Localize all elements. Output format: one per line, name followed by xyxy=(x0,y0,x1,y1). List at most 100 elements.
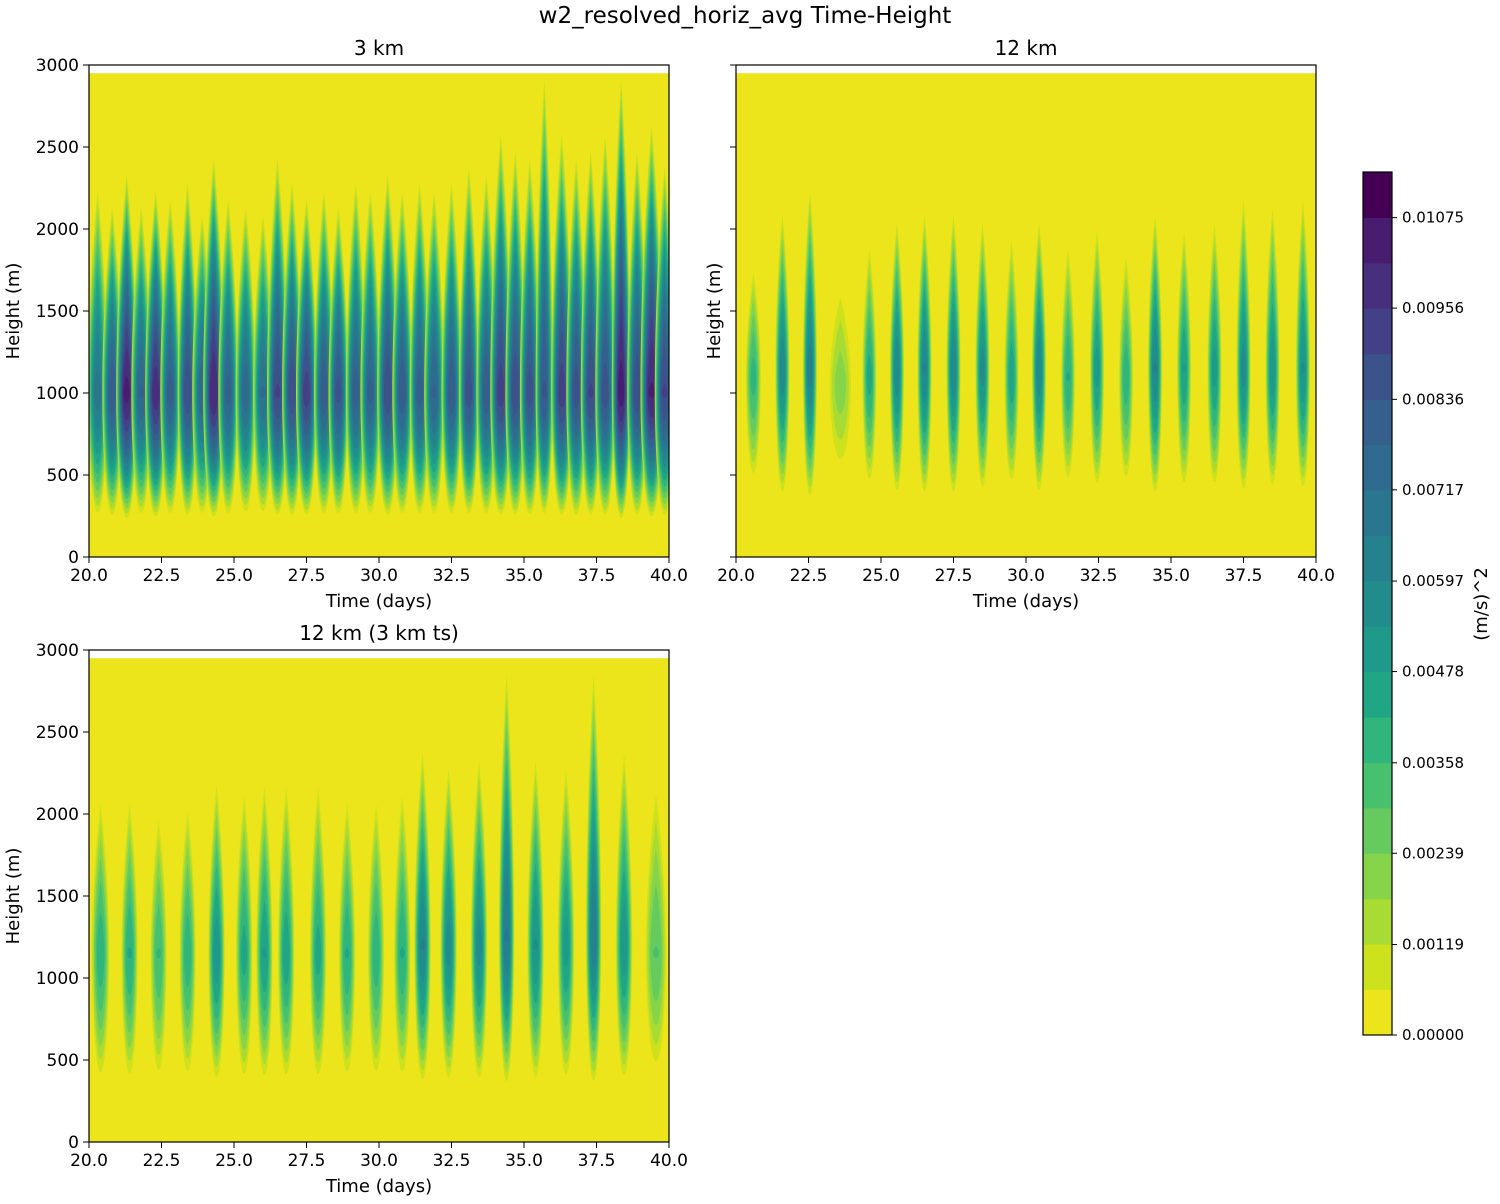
contour-level xyxy=(303,369,310,408)
contour-level xyxy=(476,916,482,966)
contour-level xyxy=(652,946,660,959)
contour-level xyxy=(482,353,490,415)
contour-level xyxy=(1269,329,1276,397)
x-tick-label: 30.0 xyxy=(360,566,398,586)
contour-level xyxy=(166,368,174,409)
x-tick-label: 20.0 xyxy=(717,566,755,586)
contour-level xyxy=(1066,371,1071,381)
convective-cycle xyxy=(1265,208,1280,485)
contour-level xyxy=(242,362,250,413)
convective-cycle xyxy=(278,787,295,1075)
convective-cycle xyxy=(1090,231,1105,483)
convective-cycle xyxy=(470,761,488,1078)
convective-cycle xyxy=(535,78,553,514)
y-axis-3km: 0 500 1000 1500 2000 2500 3000 xyxy=(36,56,89,568)
convective-cycle xyxy=(1147,214,1163,492)
contour-level xyxy=(1153,361,1158,374)
convective-cycle xyxy=(218,198,239,513)
contour-level xyxy=(320,356,328,415)
y-tick-label: 500 xyxy=(47,466,79,486)
convective-cycle xyxy=(160,198,181,513)
plot-area-12km xyxy=(736,65,1316,557)
colorbar-tick-label: 0.00478 xyxy=(1402,663,1464,681)
convective-cycle xyxy=(392,190,413,513)
convective-cycle xyxy=(345,182,366,513)
colorbar-tick-label: 0.00956 xyxy=(1402,299,1464,317)
contour-level xyxy=(398,356,406,415)
contour-level xyxy=(541,380,547,398)
y-axis-12km xyxy=(730,64,736,558)
convective-cycle xyxy=(802,190,818,496)
colorbar-tick-label: 0.00717 xyxy=(1402,481,1464,499)
contour-level xyxy=(315,923,322,976)
colorbar-ticks: 0.00000 0.00119 0.00239 0.00358 0.00478 0.005… xyxy=(1392,209,1464,1044)
convective-cycle xyxy=(615,754,633,1075)
convective-cycle xyxy=(775,214,790,492)
convective-cycle xyxy=(585,675,602,1081)
contour-level xyxy=(779,333,786,397)
contour-level xyxy=(184,912,192,988)
colorbar-tick-label: 0.00239 xyxy=(1402,844,1464,862)
contour-level xyxy=(447,354,456,415)
contour-level xyxy=(430,345,438,422)
convective-cycle xyxy=(611,77,631,519)
x-tick-label: 20.0 xyxy=(70,1151,108,1171)
panel-title-12km-3km-ts: 12 km (3 km ts) xyxy=(299,621,459,645)
contour-level xyxy=(184,356,192,415)
contour-level xyxy=(241,924,248,976)
colorbar-band xyxy=(1363,989,1392,1036)
convective-cycle xyxy=(505,149,526,515)
contour-level xyxy=(618,357,625,407)
colorbar-band xyxy=(1363,580,1392,627)
contour-level xyxy=(156,947,161,959)
contour-level xyxy=(563,915,570,967)
y-tick-label: 3000 xyxy=(36,56,79,76)
contour-level xyxy=(1241,341,1246,388)
x-tick-label: 40.0 xyxy=(650,566,688,586)
convective-cycle xyxy=(179,811,196,1072)
contour-level xyxy=(807,342,813,388)
colorbar-band xyxy=(1363,489,1392,536)
contour-level xyxy=(573,364,580,408)
plot-area-12km-3km-ts xyxy=(89,650,669,1142)
contour-level xyxy=(503,868,510,975)
contour-level xyxy=(138,385,144,398)
y-tick-label: 1500 xyxy=(36,302,79,322)
convective-cycle xyxy=(557,770,575,1075)
contour-level xyxy=(750,355,757,396)
x-tick-label: 37.5 xyxy=(578,1151,616,1171)
contour-level xyxy=(262,946,267,959)
colorbar-band xyxy=(1363,853,1392,900)
y-tick-label: 0 xyxy=(68,1133,79,1153)
colorbar-band xyxy=(1363,671,1392,718)
contour-level xyxy=(1182,362,1187,374)
convective-cycle xyxy=(862,248,877,479)
panel-title-12km: 12 km xyxy=(995,36,1058,60)
colorbar-band xyxy=(1363,807,1392,854)
contour-level xyxy=(274,383,281,399)
x-axis-label-12km-3km-ts: Time (days) xyxy=(325,1176,432,1197)
contour-level xyxy=(282,910,290,985)
contour-level xyxy=(1300,361,1305,374)
contour-level xyxy=(335,376,342,404)
convective-cycle xyxy=(1236,199,1251,489)
convective-cycle xyxy=(145,189,167,517)
y-tick-label: 2500 xyxy=(36,138,79,158)
x-tick-label: 37.5 xyxy=(578,566,616,586)
x-axis-label-12km: Time (days) xyxy=(972,591,1079,612)
y-axis-label-12km: Height (m) xyxy=(704,263,725,360)
convective-cycle xyxy=(368,804,385,1072)
x-tick-label: 27.5 xyxy=(288,1151,326,1171)
colorbar-band xyxy=(1363,399,1392,446)
convective-cycle xyxy=(498,675,515,1082)
convective-cycle xyxy=(889,222,905,490)
contour-level xyxy=(648,382,655,399)
convective-cycle xyxy=(1061,249,1075,477)
contour-level xyxy=(661,383,668,399)
colorbar-band xyxy=(1363,762,1392,809)
contour-level xyxy=(372,910,380,988)
contour-level xyxy=(273,342,282,420)
x-tick-label: 22.5 xyxy=(143,1151,181,1171)
